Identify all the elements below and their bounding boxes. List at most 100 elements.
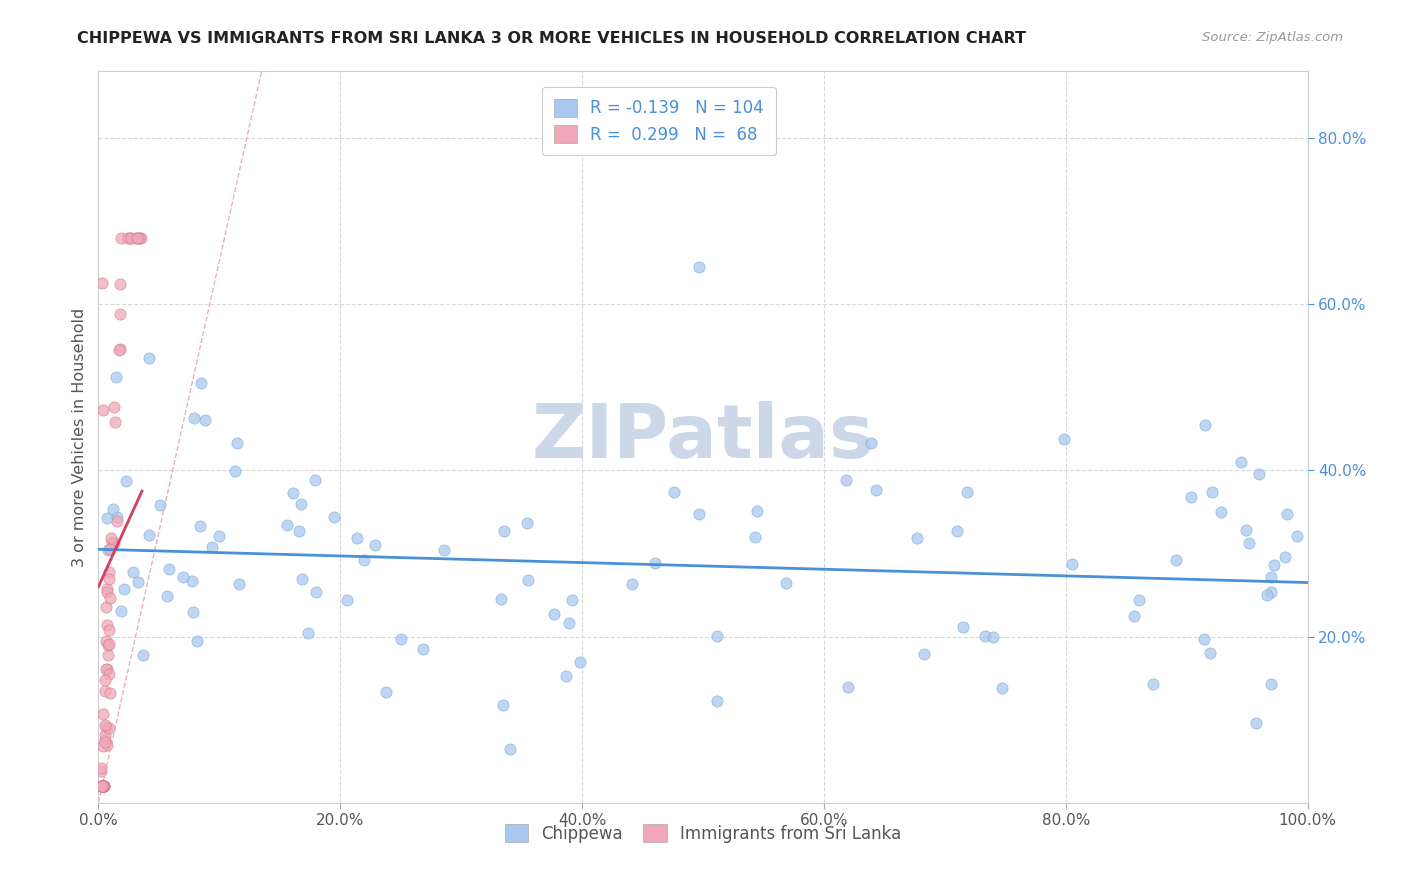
Point <box>946 524 969 538</box>
Point <box>291 572 314 586</box>
Point <box>110 307 132 321</box>
Point <box>97 648 120 663</box>
Point <box>706 693 728 707</box>
Point <box>105 514 128 528</box>
Point <box>290 498 312 512</box>
Point <box>912 647 935 661</box>
Point <box>100 531 122 545</box>
Point <box>127 574 149 589</box>
Point <box>1128 593 1150 607</box>
Point <box>375 685 398 699</box>
Point <box>108 277 131 291</box>
Point <box>281 486 304 500</box>
Point <box>208 529 231 543</box>
Point <box>172 570 194 584</box>
Point <box>103 502 125 516</box>
Point <box>1260 677 1282 691</box>
Point <box>1060 557 1083 571</box>
Point <box>96 661 118 675</box>
Point <box>96 582 118 597</box>
Point <box>90 779 112 793</box>
Point <box>90 779 112 793</box>
Point <box>103 415 125 429</box>
Point <box>860 436 883 450</box>
Point <box>108 343 131 358</box>
Point <box>127 230 149 244</box>
Point <box>96 739 118 753</box>
Point <box>744 530 766 544</box>
Point <box>90 779 112 793</box>
Point <box>1198 647 1220 661</box>
Point <box>96 720 118 734</box>
Point <box>190 376 212 390</box>
Point <box>94 684 117 698</box>
Point <box>1234 523 1257 537</box>
Point <box>96 510 118 524</box>
Point <box>346 532 368 546</box>
Point <box>1274 549 1296 564</box>
Point <box>90 779 112 793</box>
Point <box>97 572 120 586</box>
Point <box>94 732 117 747</box>
Point <box>105 509 128 524</box>
Point <box>91 277 114 291</box>
Point <box>125 230 148 244</box>
Point <box>96 585 118 599</box>
Point <box>97 624 120 638</box>
Y-axis label: 3 or more Vehicles in Household: 3 or more Vehicles in Household <box>72 308 87 566</box>
Point <box>1053 432 1076 446</box>
Point <box>745 504 768 518</box>
Point <box>183 410 205 425</box>
Point <box>132 648 155 662</box>
Point <box>322 509 344 524</box>
Point <box>186 633 208 648</box>
Point <box>1166 552 1188 566</box>
Point <box>93 779 115 793</box>
Point <box>110 604 132 618</box>
Point <box>103 400 125 414</box>
Point <box>543 607 565 621</box>
Point <box>554 669 576 683</box>
Point <box>93 779 115 793</box>
Point <box>1142 676 1164 690</box>
Point <box>1260 585 1282 599</box>
Point <box>516 574 538 588</box>
Point <box>98 541 121 556</box>
Point <box>433 543 456 558</box>
Point <box>181 574 204 588</box>
Point <box>94 673 117 687</box>
Point <box>98 591 121 606</box>
Point <box>412 642 434 657</box>
Point <box>157 562 180 576</box>
Point <box>98 636 121 650</box>
Point <box>288 524 311 538</box>
Point <box>138 351 160 365</box>
Point <box>568 655 591 669</box>
Point <box>620 577 643 591</box>
Point <box>1275 507 1298 521</box>
Point <box>112 582 135 596</box>
Point <box>865 483 887 497</box>
Point <box>498 741 520 756</box>
Point <box>194 413 217 427</box>
Point <box>128 230 150 244</box>
Point <box>94 735 117 749</box>
Point <box>664 484 686 499</box>
Point <box>117 230 139 244</box>
Point <box>129 230 152 244</box>
Point <box>1194 417 1216 432</box>
Point <box>120 230 142 244</box>
Point <box>489 591 512 606</box>
Point <box>138 528 160 542</box>
Point <box>981 630 1004 644</box>
Point <box>97 638 120 652</box>
Point <box>952 620 974 634</box>
Point <box>991 681 1014 695</box>
Point <box>97 565 120 579</box>
Point <box>122 565 145 579</box>
Point <box>1246 716 1268 731</box>
Point <box>90 764 112 779</box>
Point <box>1260 569 1282 583</box>
Point <box>149 498 172 512</box>
Point <box>91 707 114 722</box>
